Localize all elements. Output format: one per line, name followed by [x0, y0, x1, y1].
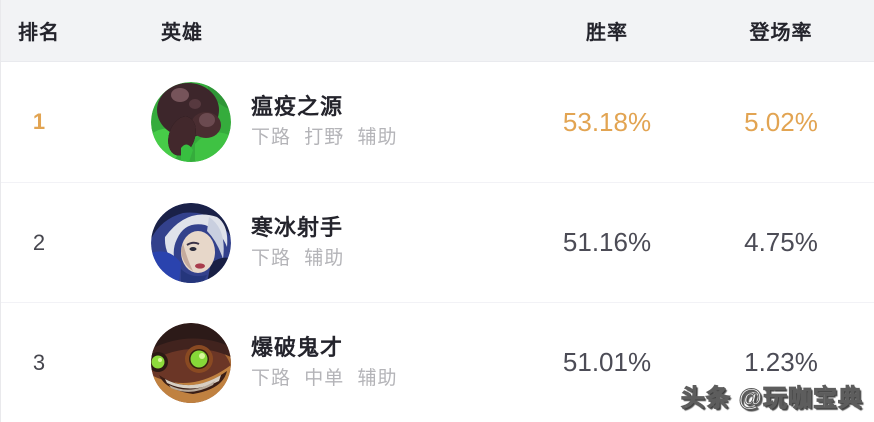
rank-value: 1 — [32, 109, 46, 134]
header-win-rate: 胜率 — [586, 22, 628, 44]
ziggs-avatar — [151, 322, 231, 403]
hero-meta: 爆破鬼才 下路 中单 辅助 — [251, 333, 398, 393]
hero-cell: 爆破鬼才 下路 中单 辅助 — [77, 322, 527, 403]
hero-roles: 下路 辅助 — [251, 247, 345, 269]
twitch-avatar — [151, 82, 231, 162]
hero-meta: 寒冰射手 下路 辅助 — [251, 213, 344, 273]
win-rate-value: 51.01% — [562, 347, 652, 377]
pick-rate-value: 1.23% — [744, 347, 818, 377]
hero-meta: 瘟疫之源 下路 打野 辅助 — [251, 92, 398, 152]
hero-name: 瘟疫之源 — [251, 94, 344, 119]
hero-cell: 寒冰射手 下路 辅助 — [77, 202, 527, 283]
win-rate-value: 53.18% — [562, 106, 652, 137]
hero-name: 寒冰射手 — [251, 214, 344, 240]
hero-roles: 下路 中单 辅助 — [251, 367, 398, 389]
rank-value: 3 — [32, 349, 46, 375]
pick-rate-value: 4.75% — [744, 227, 818, 257]
table-row[interactable]: 1 — [1, 62, 874, 182]
header-hero: 英雄 — [161, 22, 203, 44]
table-row[interactable]: 3 — [1, 302, 874, 422]
pick-rate-value: 5.02% — [744, 106, 818, 137]
hero-roles: 下路 打野 辅助 — [251, 127, 398, 148]
ashe-avatar — [151, 202, 231, 283]
win-rate-value: 51.16% — [562, 227, 652, 257]
table-header-row: 排名 英雄 胜率 登场率 — [1, 0, 874, 62]
hero-cell: 瘟疫之源 下路 打野 辅助 — [77, 82, 527, 162]
header-rank: 排名 — [18, 22, 60, 44]
rank-value: 2 — [32, 229, 46, 255]
header-pick-rate: 登场率 — [749, 22, 813, 44]
hero-name: 爆破鬼才 — [251, 334, 344, 360]
table-row[interactable]: 2 — [1, 182, 874, 302]
